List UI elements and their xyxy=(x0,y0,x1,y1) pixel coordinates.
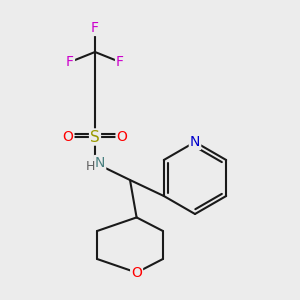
Text: F: F xyxy=(116,55,124,69)
Text: O: O xyxy=(63,130,74,144)
Text: F: F xyxy=(91,21,99,35)
Text: O: O xyxy=(131,266,142,280)
Text: S: S xyxy=(90,130,100,145)
Text: H: H xyxy=(85,160,95,173)
Text: N: N xyxy=(95,156,105,170)
Text: N: N xyxy=(190,135,200,149)
Text: O: O xyxy=(117,130,128,144)
Text: F: F xyxy=(66,55,74,69)
